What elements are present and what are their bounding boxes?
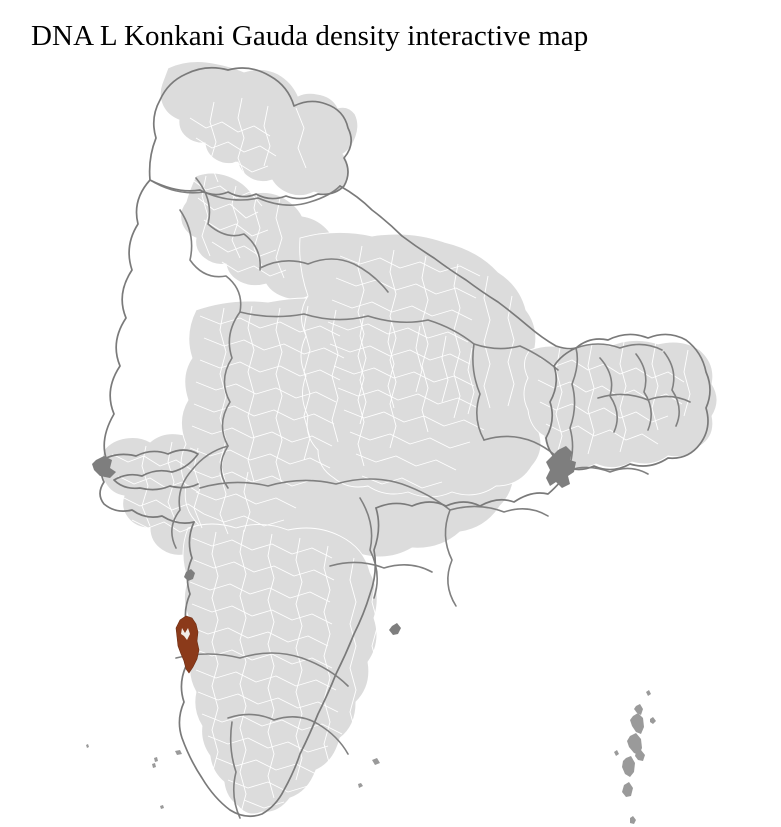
sundarbans-delta-patch	[546, 446, 576, 488]
goa-accent-mark	[181, 628, 190, 640]
district-boundaries	[111, 97, 691, 817]
national-outline	[99, 66, 711, 818]
map-canvas[interactable]	[0, 58, 781, 827]
coastal-patch-maharashtra	[184, 569, 195, 581]
andaman-nicobar-islands	[614, 690, 656, 824]
coastal-patch-east	[389, 623, 401, 635]
india-choropleth-map[interactable]	[0, 58, 781, 827]
region-east	[299, 231, 544, 498]
minor-islets	[358, 758, 380, 788]
page-title: DNA L Konkani Gauda density interactive …	[31, 20, 589, 52]
lakshadweep-islands	[86, 744, 182, 809]
highlighted-region-goa[interactable]	[175, 615, 200, 674]
map-dark-patches	[92, 446, 576, 635]
rann-of-kutch-edge-patch	[92, 456, 116, 478]
india-regions	[101, 61, 718, 815]
